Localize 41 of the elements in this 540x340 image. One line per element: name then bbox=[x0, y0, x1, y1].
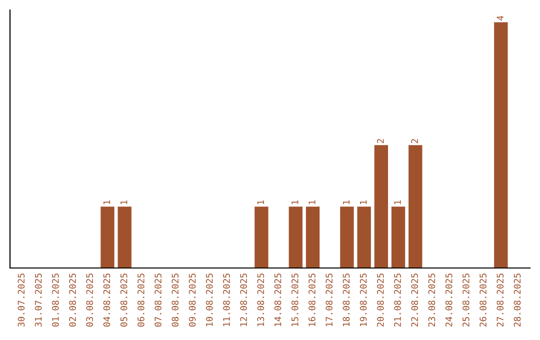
x-tick-label: 17.08.2025 bbox=[326, 274, 333, 326]
data-label: 1 bbox=[257, 200, 264, 204]
data-label: 1 bbox=[308, 200, 316, 204]
x-tick-label: 14.08.2025 bbox=[274, 274, 282, 326]
x-tick-label: 01.08.2025 bbox=[52, 274, 59, 327]
x-tick-label: 07.08.2025 bbox=[154, 274, 162, 327]
data-label: 1 bbox=[103, 200, 110, 204]
x-tick-label: 10.08.2025 bbox=[206, 274, 213, 326]
x-tick-label: 03.08.2025 bbox=[86, 274, 94, 327]
x-tick-label: 11.08.2025 bbox=[223, 274, 230, 326]
x-tick-label: 18.08.2025 bbox=[342, 274, 350, 326]
data-label: 1 bbox=[120, 200, 128, 204]
x-tick-label: 23.08.2025 bbox=[428, 274, 436, 327]
data-label: 4 bbox=[496, 16, 504, 20]
x-tick-label: 20.08.2025 bbox=[377, 274, 384, 327]
data-label: 2 bbox=[377, 139, 384, 144]
x-tick-label: 06.08.2025 bbox=[138, 274, 144, 327]
x-tick-label: 08.08.2025 bbox=[172, 274, 179, 327]
x-tick-label: 30.07.2025 bbox=[18, 274, 25, 327]
x-tick-label: 02.08.2025 bbox=[69, 274, 76, 327]
x-tick-label: 24.08.2025 bbox=[445, 274, 452, 327]
x-tick-label: 05.08.2025 bbox=[120, 274, 128, 327]
data-label: 1 bbox=[292, 200, 298, 204]
x-tick-label: 28.08.2025 bbox=[514, 274, 521, 327]
data-label: 1 bbox=[394, 200, 401, 204]
x-tick-label: 12.08.2025 bbox=[240, 274, 247, 326]
x-tick-label: 19.08.2025 bbox=[360, 274, 367, 326]
x-tick-label: 13.08.2025 bbox=[257, 274, 264, 326]
x-tick-label: 25.08.2025 bbox=[462, 274, 470, 327]
x-tick-label: 15.08.2025 bbox=[291, 274, 298, 326]
data-label: 2 bbox=[411, 139, 418, 144]
x-tick-label: 21.08.2025 bbox=[394, 274, 401, 327]
x-tick-label: 31.07.2025 bbox=[34, 274, 42, 327]
data-label: 1 bbox=[360, 200, 367, 204]
x-tick-label: 26.08.2025 bbox=[480, 274, 486, 327]
x-tick-label: 09.08.2025 bbox=[188, 274, 196, 327]
x-tick-label: 04.08.2025 bbox=[103, 274, 110, 327]
x-tick-label: 27.08.2025 bbox=[496, 274, 504, 327]
x-tick-label: 16.08.2025 bbox=[308, 274, 316, 326]
data-label: 1 bbox=[342, 200, 350, 204]
x-tick-label: 22.08.2025 bbox=[411, 274, 418, 327]
